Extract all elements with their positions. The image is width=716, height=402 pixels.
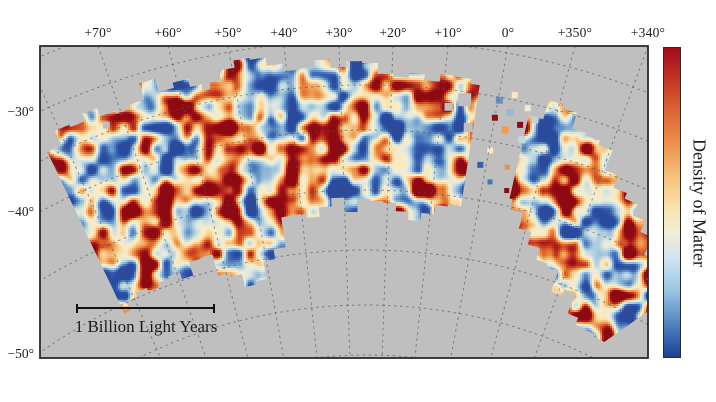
scalebar-label: 1 Billion Light Years [74, 317, 218, 336]
scalebar-line [76, 307, 215, 309]
x-tick-label: +340° [630, 25, 666, 40]
x-tick-label: +50° [214, 25, 242, 40]
x-tick-label: +20° [379, 25, 407, 40]
x-tick-label: +70° [84, 25, 112, 40]
scalebar-left-cap [76, 303, 78, 313]
x-tick-label: +30° [325, 25, 353, 40]
x-tick-label: +10° [434, 25, 462, 40]
colorbar [663, 47, 681, 358]
x-tick-label: +60° [154, 25, 182, 40]
y-tick-label: −40° [7, 204, 34, 219]
x-tick-label: +40° [270, 25, 298, 40]
y-tick-label: −30° [7, 104, 34, 119]
x-tick-label: 0° [501, 25, 515, 40]
y-tick-label: −50° [7, 346, 34, 361]
colorbar-label: Density of Matter [689, 139, 710, 267]
x-tick-label: +350° [557, 25, 593, 40]
scalebar-right-cap [213, 303, 215, 313]
